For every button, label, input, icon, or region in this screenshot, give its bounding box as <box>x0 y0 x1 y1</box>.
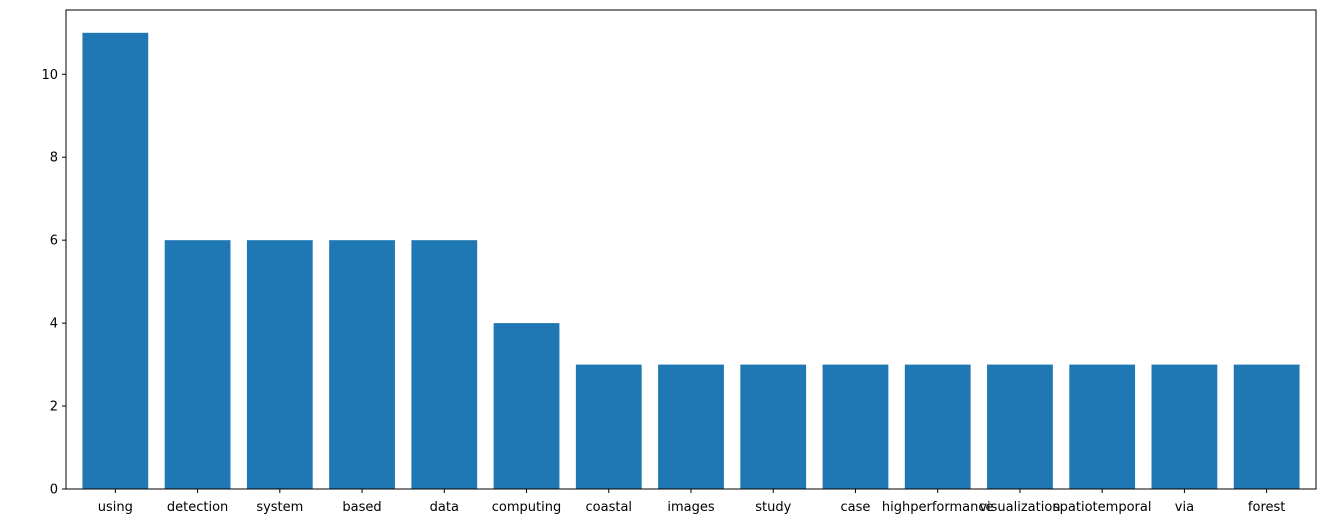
x-tick-label: computing <box>492 500 561 515</box>
bar-forest <box>1233 364 1300 489</box>
bar-computing <box>493 323 560 489</box>
x-tick-label: spatiotemporal <box>1053 500 1152 515</box>
x-axis: using detection system based data computing co… <box>98 489 1285 515</box>
bar-coastal <box>575 364 642 489</box>
bar-using <box>82 32 149 490</box>
x-tick-label: via <box>1175 500 1194 515</box>
bar-via <box>1151 364 1218 489</box>
y-tick-label: 2 <box>50 400 58 415</box>
x-tick-label: visualization <box>979 500 1060 515</box>
bar-images <box>658 364 724 489</box>
bar-system <box>246 240 313 489</box>
x-tick-label: detection <box>167 500 228 515</box>
x-tick-label: study <box>755 500 791 515</box>
x-tick-label: based <box>342 500 381 515</box>
x-tick-label: system <box>256 500 303 515</box>
x-tick-label: coastal <box>586 500 633 515</box>
y-tick-label: 10 <box>41 68 58 83</box>
bar-highperformance <box>904 364 971 489</box>
x-tick-label: using <box>98 500 133 515</box>
x-tick-label: images <box>667 500 714 515</box>
y-tick-label: 0 <box>50 483 58 498</box>
x-tick-label: highperformance <box>882 500 994 515</box>
bar-based <box>329 240 395 489</box>
bar-detection <box>164 240 231 489</box>
x-tick-label: case <box>841 500 871 515</box>
plot-frame <box>65 9 1317 490</box>
bar-case <box>822 364 889 489</box>
bars-group <box>82 32 1300 490</box>
y-axis: 0 2 4 6 8 10 <box>41 68 66 498</box>
bar-visualization <box>987 364 1053 489</box>
y-tick-label: 4 <box>50 317 58 332</box>
y-tick-label: 6 <box>50 234 58 249</box>
y-tick-label: 8 <box>50 151 58 166</box>
bar-study <box>740 364 807 489</box>
x-tick-label: forest <box>1248 500 1285 515</box>
bar-data <box>411 240 478 489</box>
x-tick-label: data <box>430 500 459 515</box>
bar-spatiotemporal <box>1069 364 1136 489</box>
